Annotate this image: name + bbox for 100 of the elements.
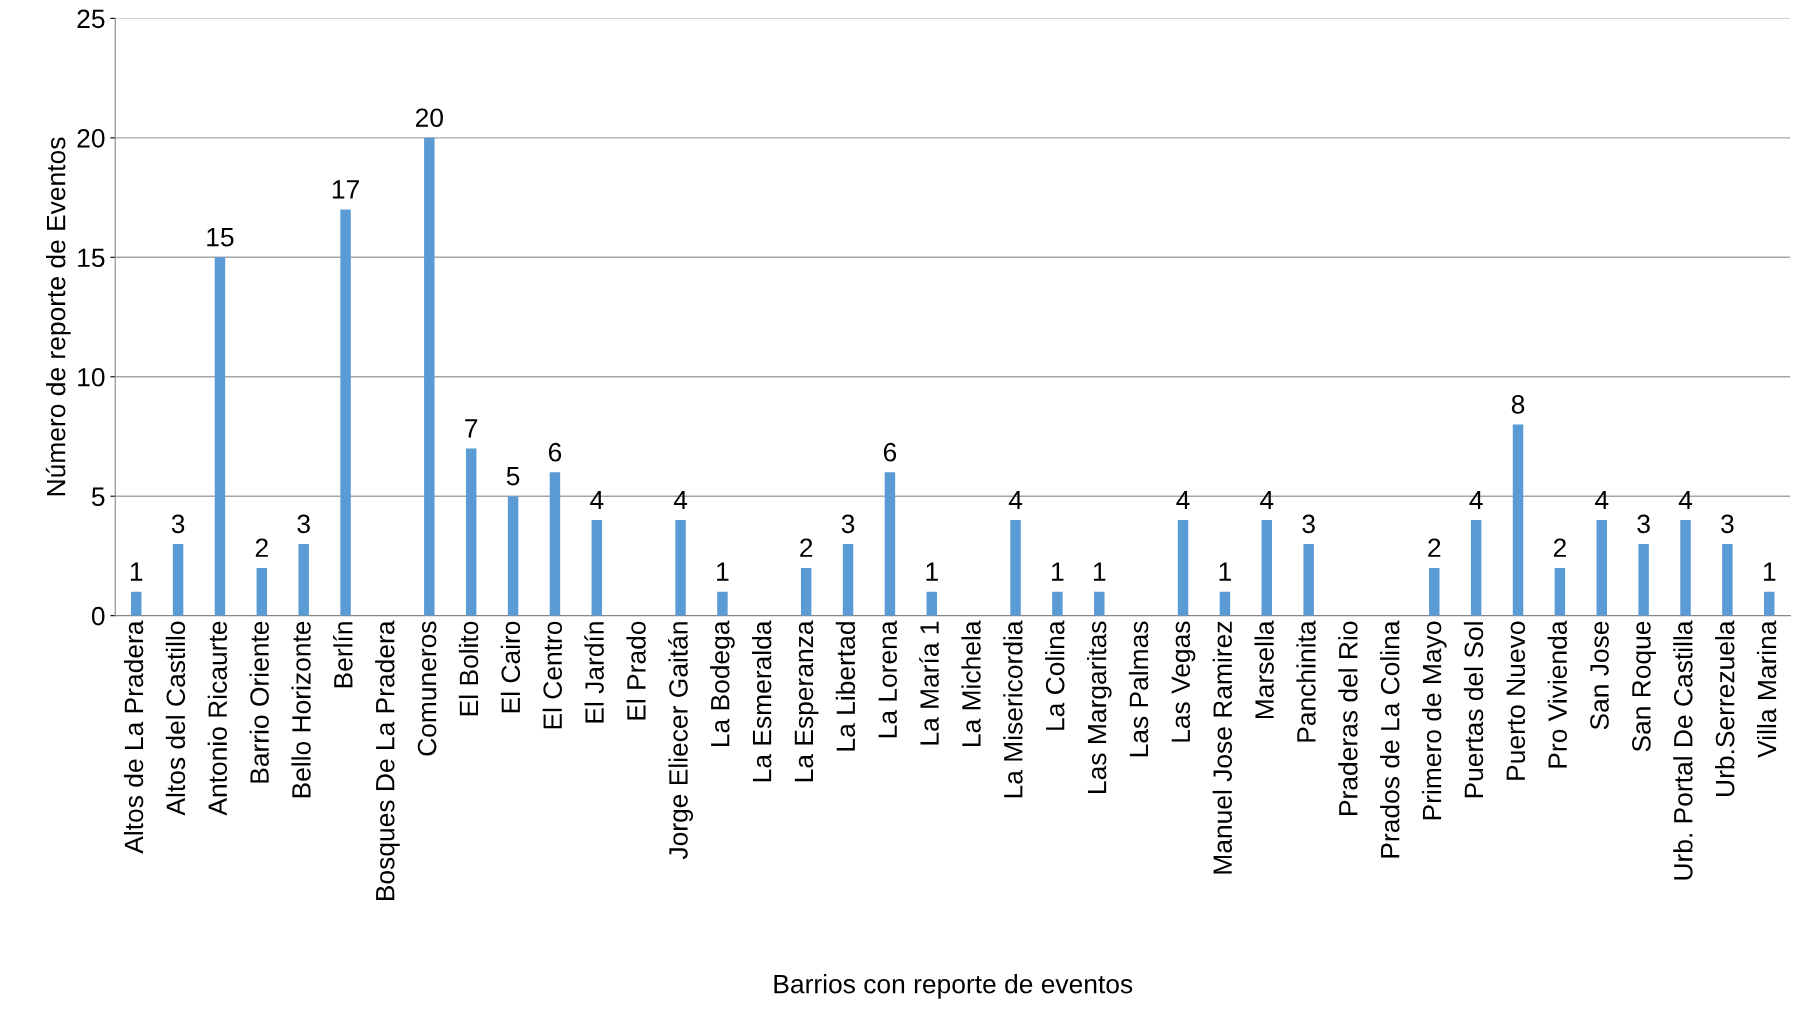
- bar: [1052, 591, 1063, 616]
- data-label: 1: [1052, 562, 1064, 581]
- data-label: 15: [207, 228, 234, 247]
- data-label: 3: [297, 514, 310, 534]
- data-label: 1: [1219, 562, 1231, 581]
- x-tick-label: La Esperanza: [794, 620, 819, 782]
- data-label: 2: [1553, 538, 1566, 557]
- x-tick-label: El Jardín: [584, 622, 604, 723]
- bar: [172, 543, 184, 616]
- data-label: 3: [1302, 514, 1315, 534]
- bar: [884, 472, 896, 616]
- x-tick-label: La Colina: [1045, 620, 1065, 730]
- x-tick-label: El Bolito: [458, 621, 479, 716]
- x-tick-label: Altos de La Pradera: [123, 620, 144, 854]
- data-label: 3: [1637, 514, 1650, 534]
- x-tick-label: La Michela: [961, 620, 981, 746]
- bar: [340, 209, 351, 616]
- bar: [1177, 520, 1189, 616]
- x-tick-label: Las Palmas: [1128, 621, 1149, 757]
- x-tick-label: Urb.Serrezuela: [1715, 620, 1735, 796]
- x-tick-label: Puertas del Sol: [1463, 622, 1484, 798]
- x-tick-label: El Cairo: [500, 621, 521, 713]
- x-tick-label: Panchinita: [1296, 620, 1316, 742]
- data-label: 4: [1176, 490, 1190, 510]
- bar: [1094, 591, 1105, 616]
- data-label: 4: [590, 490, 604, 510]
- y-tick-label: 0: [91, 606, 105, 626]
- bar: [591, 520, 603, 616]
- x-tick-label: Barrio Oriente: [249, 621, 269, 783]
- data-label: 4: [1008, 490, 1023, 510]
- bar: [1429, 567, 1440, 616]
- data-label: 4: [1595, 490, 1609, 510]
- x-tick-label: Pro Vivienda: [1547, 620, 1567, 768]
- bar: [130, 591, 142, 616]
- x-tick-label: La Lorena: [878, 620, 897, 738]
- x-tick-label: El Centro: [542, 621, 563, 729]
- x-tick-label: Praderas del Rio: [1338, 621, 1358, 815]
- data-label: 2: [255, 538, 268, 557]
- x-tick-label: Manuel Jose Ramirez: [1212, 621, 1232, 874]
- data-label: 2: [1428, 538, 1441, 557]
- y-axis-title: Número de reporte de Eventos: [45, 137, 71, 496]
- bar: [1680, 520, 1691, 616]
- data-label: 1: [1763, 562, 1776, 581]
- data-label: 6: [883, 442, 897, 462]
- x-tick-label: Las Margaritas: [1086, 621, 1112, 793]
- x-tick-label: La María 1: [919, 621, 939, 745]
- bar: [1010, 520, 1021, 616]
- x-tick-label: Berlín: [332, 622, 353, 688]
- y-tick-label: 15: [78, 248, 105, 268]
- bar: [298, 543, 309, 616]
- data-label: 8: [1511, 395, 1525, 414]
- x-tick-label: Altos del Castillo: [165, 621, 186, 816]
- bar: [465, 448, 477, 616]
- data-label: 7: [465, 419, 478, 438]
- bar: [1261, 520, 1273, 616]
- x-tick-label: Comuneros: [417, 621, 437, 756]
- bar: [1470, 520, 1482, 616]
- y-tick-label: 20: [77, 128, 105, 148]
- bar: [214, 257, 226, 616]
- bar: [256, 567, 268, 616]
- data-label: 4: [1260, 490, 1274, 510]
- bar: [549, 472, 561, 616]
- bar: [675, 520, 686, 616]
- bar: [1596, 520, 1607, 616]
- data-label: 1: [717, 562, 729, 581]
- x-tick-label: La Bodega: [710, 620, 735, 747]
- bar: [1512, 424, 1524, 616]
- data-label: 3: [1721, 514, 1734, 534]
- data-label: 17: [332, 180, 359, 199]
- x-tick-label: Bosques De La Pradera: [375, 620, 400, 900]
- data-label: 2: [800, 538, 813, 557]
- y-tick-label: 5: [91, 487, 105, 507]
- x-tick-label: Prados de La Colina: [1380, 620, 1400, 858]
- data-label: 4: [673, 490, 688, 510]
- bar: [424, 137, 435, 616]
- bar: [1554, 567, 1566, 616]
- x-tick-label: San Roque: [1632, 621, 1656, 752]
- data-label: 1: [926, 562, 938, 581]
- data-label: 5: [506, 467, 520, 486]
- data-label: 4: [1469, 490, 1483, 510]
- y-tick-label: 10: [78, 367, 105, 387]
- x-tick-label: Marsella: [1254, 620, 1274, 719]
- data-label: 6: [548, 442, 562, 462]
- bar: [800, 567, 812, 616]
- data-label: 1: [1093, 562, 1106, 581]
- y-tick-label: 25: [77, 9, 105, 29]
- bar: [1638, 543, 1649, 616]
- bar: [507, 496, 519, 616]
- x-tick-label: Antonio Ricaurte: [207, 621, 228, 816]
- x-tick-label: San Jose: [1590, 621, 1609, 730]
- bar: [1219, 591, 1231, 616]
- data-label: 1: [130, 562, 143, 581]
- x-tick-label: Villa Marina: [1756, 620, 1777, 758]
- x-tick-label: Jorge Eliecer Gaitán: [668, 622, 694, 860]
- x-tick-label: El Prado: [626, 621, 646, 720]
- data-label: 3: [841, 514, 855, 534]
- x-tick-label: Las Vegas: [1171, 621, 1196, 742]
- x-tick-label: La Libertad: [835, 622, 856, 751]
- x-tick-label: Urb. Portal De Castilla: [1673, 620, 1693, 880]
- bar: [926, 591, 938, 616]
